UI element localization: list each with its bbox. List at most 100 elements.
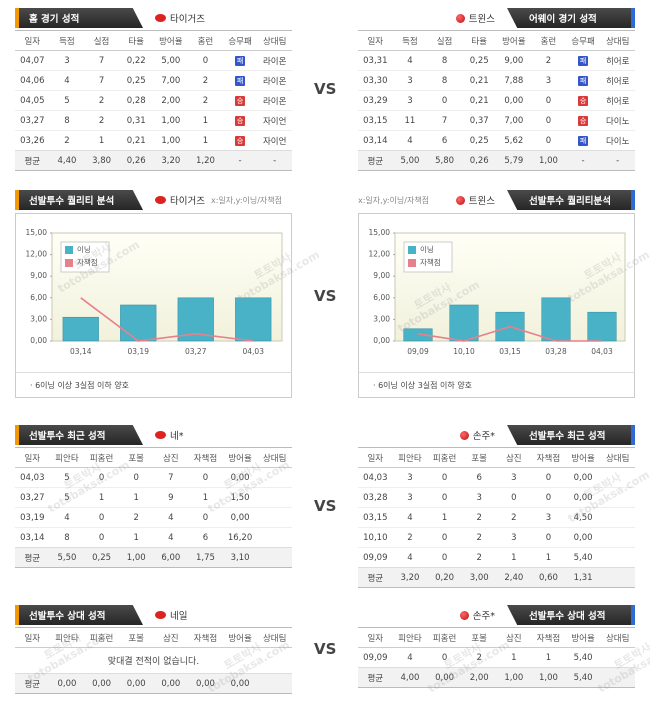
data-row: 03,15 11 7 0,37 7,00 0 승 다이노: [358, 111, 635, 131]
average-cell: 1,31: [565, 567, 601, 588]
column-header: 타율: [118, 30, 154, 51]
average-cell: 5,80: [427, 150, 462, 171]
empty-message: 맞대결 전적이 없습니다.: [107, 657, 200, 667]
cell: 1: [545, 652, 552, 663]
cell: 패: [566, 71, 601, 91]
average-cell: 1,00: [118, 547, 154, 568]
column-header: 일자: [358, 30, 393, 51]
average-cell: 0,60: [531, 567, 566, 588]
result-badge: 패: [578, 55, 589, 66]
column-header: 상대팀: [257, 627, 292, 648]
column-header: 일자: [358, 627, 393, 648]
stats-table: 일자 피안타 피홈런 포볼 삼진 자책점 방어율 상대팀 04,03 3 0 6 3 0 0,00 03,28…: [358, 447, 635, 588]
stats-table: 일자 피안타 피홈런 포볼 삼진 자책점 방어율 상대팀 04,03 5 0 0 7 0 0,00 03,27…: [15, 447, 292, 568]
average-cell: 0,00: [118, 673, 154, 694]
team-name: 네*: [170, 431, 184, 442]
cell: 3: [511, 532, 517, 543]
cell: 0: [133, 472, 139, 483]
cell: 0: [98, 472, 105, 483]
cell: 03,15: [363, 512, 388, 523]
cell: 0: [441, 652, 448, 663]
cell: 03,15: [363, 115, 388, 126]
cell: 0: [545, 95, 552, 106]
cell: 4: [168, 512, 174, 523]
y-tick-label: 3,00: [30, 314, 47, 323]
column-header: 일자: [15, 627, 50, 648]
column-header: 상대팀: [600, 447, 635, 468]
cell: 2: [511, 512, 517, 523]
cell: 0,00: [230, 472, 250, 483]
cell: 3: [407, 492, 413, 503]
column-header: 상대팀: [600, 627, 635, 648]
column-header: 방어율: [153, 30, 189, 51]
y-tick-label: 0,00: [30, 336, 47, 345]
axis-note: x:일자,y:이닝/자책점: [358, 195, 430, 205]
cell: 0: [441, 492, 448, 503]
team-logo: [455, 195, 465, 205]
note: · 6이닝 이상 3실점 이하 양호: [30, 380, 130, 390]
bar: [541, 297, 571, 342]
data-row: 09,09 4 0 2 1 1 5,40: [358, 548, 635, 568]
cell: 3: [407, 472, 413, 483]
cell: 2: [545, 55, 552, 66]
cell: 1: [98, 135, 105, 146]
average-cell: -: [257, 150, 292, 171]
cell: 03,30: [363, 75, 388, 86]
team-logo: [155, 14, 166, 22]
section-title: 홈 경기 성적: [15, 8, 143, 28]
cell: 0,21: [126, 135, 146, 146]
column-header: 피홈런: [84, 447, 119, 468]
cell: 2: [64, 135, 70, 146]
cell: 0,00: [504, 95, 524, 106]
panel-header: 손주* 선발투수 상대 성적: [358, 605, 635, 625]
cell: 03,31: [363, 55, 388, 66]
cell: [257, 468, 292, 488]
column-header: 방어율: [222, 627, 258, 648]
result-badge: 패: [578, 135, 589, 146]
cell: 5,00: [161, 55, 181, 66]
section-title: 선발투수 최근 성적: [507, 425, 635, 445]
cell: 승: [566, 91, 601, 111]
cell: 2: [476, 532, 482, 543]
cell: 4: [407, 652, 413, 663]
cell: 0,00: [573, 532, 593, 543]
header-row: 일자 피안타 피홈런 포볼 삼진 자책점 방어율 상대팀: [15, 447, 292, 468]
cell: 2: [407, 532, 413, 543]
data-row: 10,10 2 0 2 3 0 0,00: [358, 528, 635, 548]
data-row: 03,30 3 8 0,21 7,88 3 패 히어로: [358, 71, 635, 91]
average-cell: 0,00: [84, 673, 119, 694]
cell: 7: [441, 115, 448, 126]
cell: 8: [64, 115, 70, 126]
cell: 0: [202, 512, 209, 523]
result-badge: 패: [235, 75, 246, 86]
cell: 5,40: [573, 652, 593, 663]
result-badge: 승: [235, 95, 246, 106]
average-cell: -: [565, 150, 601, 171]
cell: 0: [545, 135, 552, 146]
column-header: 방어율: [565, 627, 601, 648]
header-row: 일자 득점 실점 타율 방어율 홈런 승무패 상대팀: [15, 30, 292, 51]
section-title: 선발투수 퀄리티분석: [507, 190, 635, 210]
average-row: 평균 3,20 0,20 3,00 2,40 0,60 1,31: [358, 567, 635, 588]
cell: 5,62: [504, 135, 524, 146]
cell: [257, 488, 292, 508]
data-row: 03,31 4 8 0,25 9,00 2 패 히어로: [358, 51, 635, 71]
average-cell: 5,79: [496, 150, 532, 171]
cell: 승: [223, 111, 258, 131]
vs-label: VS: [314, 287, 337, 305]
cell: 16,20: [227, 532, 253, 543]
cell: 1: [511, 552, 517, 563]
column-header: 홈런: [188, 30, 223, 51]
cell: 패: [566, 131, 601, 151]
cell: 1,50: [230, 492, 250, 503]
result-badge: 승: [235, 135, 246, 146]
cell: 04,03: [20, 472, 45, 483]
column-header: 피안타: [49, 447, 85, 468]
cell: 다이노: [605, 136, 630, 147]
cell: 2: [98, 115, 105, 126]
cell: 0: [441, 472, 448, 483]
cell: 다이노: [605, 116, 630, 127]
average-cell: 0,26: [118, 150, 154, 171]
column-header: 포볼: [461, 627, 497, 648]
column-header: 삼진: [496, 627, 532, 648]
